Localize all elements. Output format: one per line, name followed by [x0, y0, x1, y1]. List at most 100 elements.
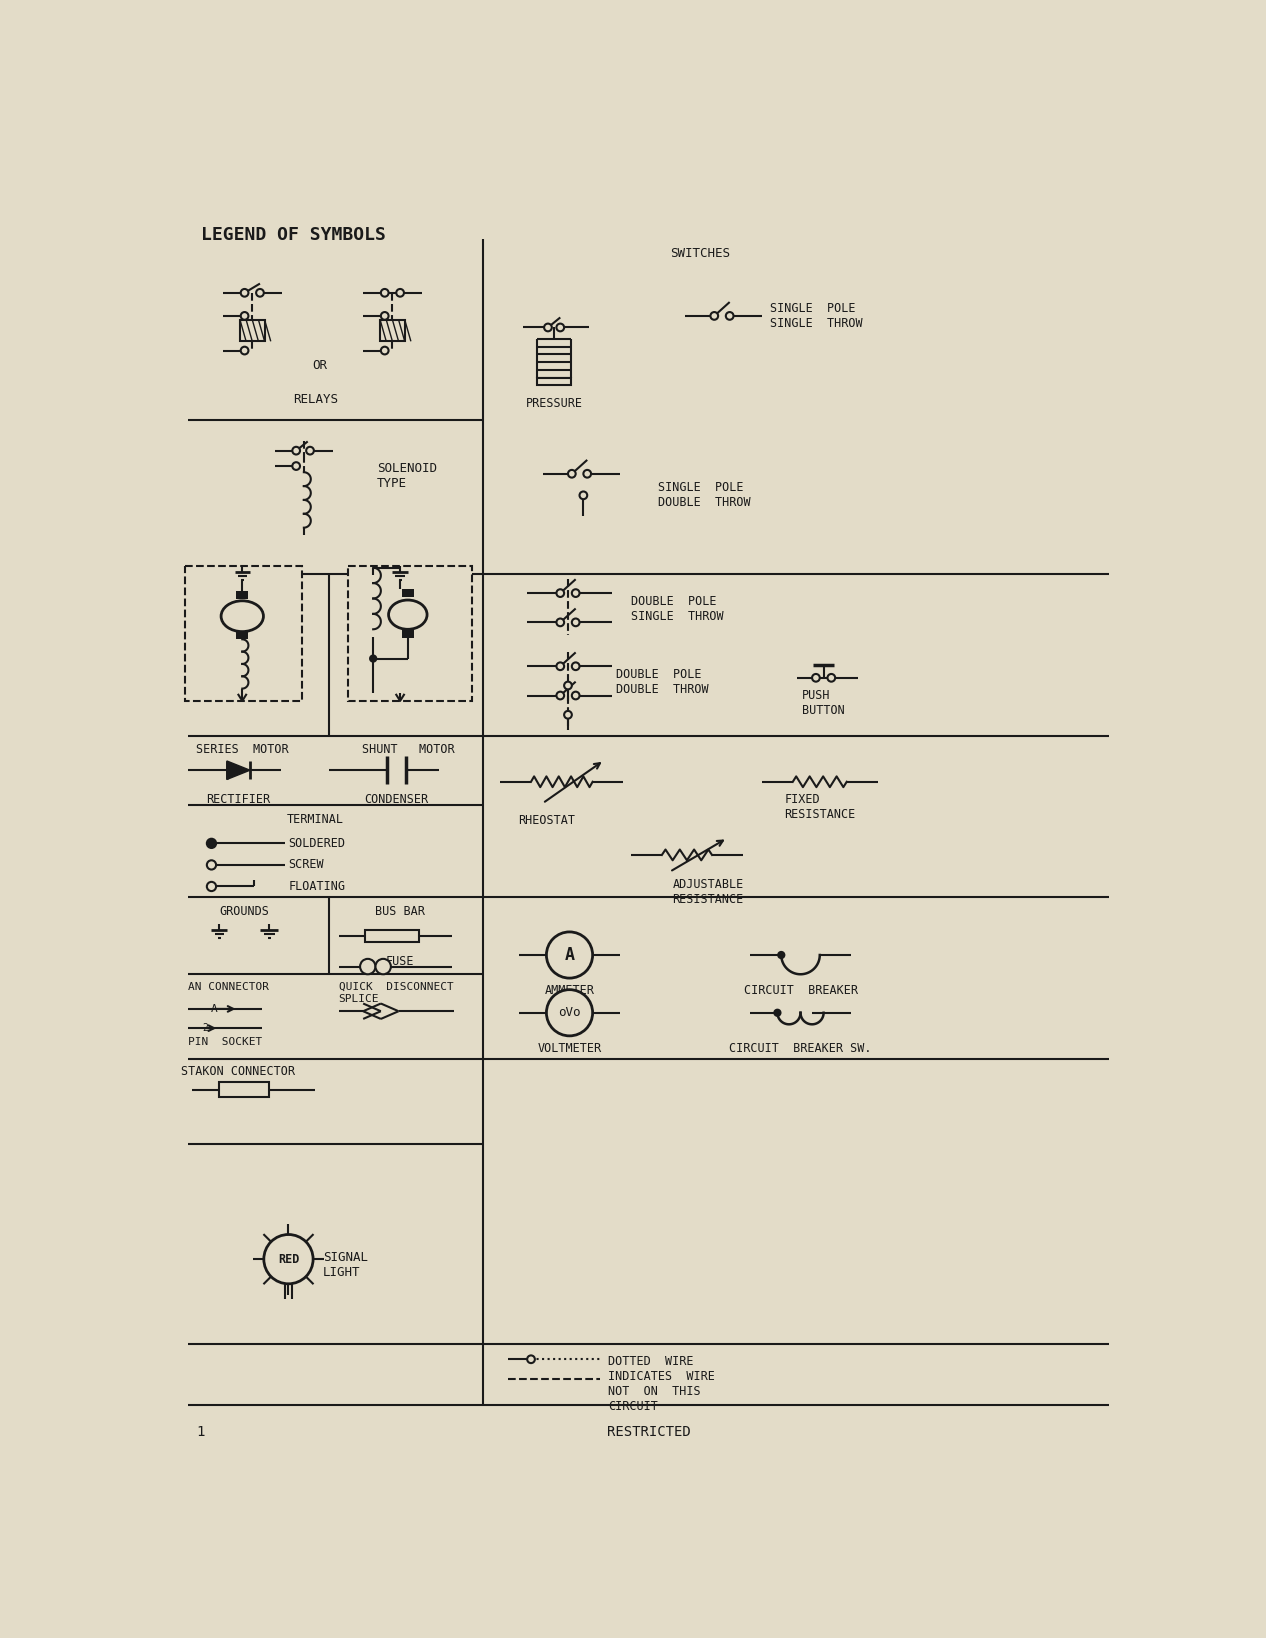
Text: DOUBLE  POLE
DOUBLE  THROW: DOUBLE POLE DOUBLE THROW — [615, 668, 709, 696]
Circle shape — [580, 491, 587, 500]
Circle shape — [710, 313, 718, 319]
Circle shape — [263, 1235, 313, 1284]
Circle shape — [557, 691, 565, 699]
Circle shape — [572, 691, 580, 699]
Circle shape — [725, 313, 733, 319]
Circle shape — [557, 590, 565, 596]
Circle shape — [547, 932, 592, 978]
Bar — [401, 631, 414, 637]
Bar — [241, 319, 265, 341]
Circle shape — [557, 662, 565, 670]
Text: FLOATING: FLOATING — [289, 880, 346, 893]
Circle shape — [381, 288, 389, 296]
Text: SCREW: SCREW — [289, 858, 324, 871]
Text: M: M — [403, 606, 413, 624]
Bar — [401, 590, 414, 596]
Text: SOLDERED: SOLDERED — [289, 837, 346, 850]
Text: oVo: oVo — [558, 1006, 581, 1019]
Circle shape — [370, 655, 376, 662]
Text: RECTIFIER: RECTIFIER — [206, 793, 271, 806]
Text: DOUBLE  POLE
SINGLE  THROW: DOUBLE POLE SINGLE THROW — [632, 595, 724, 622]
Circle shape — [381, 347, 389, 354]
Circle shape — [544, 324, 552, 331]
Text: VOLTMETER: VOLTMETER — [538, 1042, 601, 1055]
Circle shape — [557, 619, 565, 626]
Circle shape — [527, 1355, 534, 1363]
Ellipse shape — [222, 601, 263, 632]
Text: CIRCUIT  BREAKER SW.: CIRCUIT BREAKER SW. — [729, 1042, 872, 1055]
Bar — [348, 567, 472, 701]
Text: BUS BAR: BUS BAR — [375, 904, 425, 917]
Text: AN CONNECTOR: AN CONNECTOR — [189, 981, 270, 993]
Text: ADJUSTABLE
RESISTANCE: ADJUSTABLE RESISTANCE — [672, 878, 743, 906]
Circle shape — [206, 839, 216, 848]
Circle shape — [292, 462, 300, 470]
Circle shape — [775, 1009, 781, 1016]
Bar — [235, 632, 248, 639]
Circle shape — [206, 860, 216, 870]
Circle shape — [241, 347, 248, 354]
Text: SIGNAL
LIGHT: SIGNAL LIGHT — [323, 1251, 368, 1279]
Circle shape — [572, 619, 580, 626]
Circle shape — [568, 470, 576, 478]
Bar — [235, 591, 248, 598]
Circle shape — [547, 989, 592, 1035]
Text: RELAYS: RELAYS — [292, 393, 338, 406]
Circle shape — [812, 673, 820, 681]
Text: OR: OR — [311, 359, 327, 372]
Bar — [185, 567, 301, 701]
Text: SINGLE  POLE
SINGLE  THROW: SINGLE POLE SINGLE THROW — [770, 301, 862, 329]
Circle shape — [241, 313, 248, 319]
Text: SWITCHES: SWITCHES — [671, 247, 730, 259]
Circle shape — [557, 324, 565, 331]
Text: PIN  SOCKET: PIN SOCKET — [189, 1037, 262, 1047]
Text: M: M — [237, 608, 247, 626]
Circle shape — [292, 447, 300, 454]
Circle shape — [779, 952, 785, 958]
Circle shape — [256, 288, 263, 296]
Text: A: A — [210, 1004, 218, 1014]
Text: FIXED
RESISTANCE: FIXED RESISTANCE — [784, 793, 856, 821]
Bar — [219, 1083, 270, 1097]
Circle shape — [206, 881, 216, 891]
Text: FUSE: FUSE — [386, 955, 414, 968]
Text: CONDENSER: CONDENSER — [365, 793, 428, 806]
Text: SERIES  MOTOR: SERIES MOTOR — [196, 744, 289, 757]
Text: A: A — [565, 947, 575, 965]
Circle shape — [306, 447, 314, 454]
Circle shape — [381, 313, 389, 319]
Text: RESTRICTED: RESTRICTED — [606, 1425, 691, 1438]
Text: STAKON CONNECTOR: STAKON CONNECTOR — [181, 1065, 295, 1078]
Bar — [366, 930, 419, 942]
Circle shape — [565, 711, 572, 719]
Circle shape — [376, 958, 391, 975]
Circle shape — [565, 681, 572, 690]
Text: CIRCUIT  BREAKER: CIRCUIT BREAKER — [743, 984, 857, 998]
Text: AMMETER: AMMETER — [544, 984, 595, 998]
Circle shape — [584, 470, 591, 478]
Text: SOLENOID
TYPE: SOLENOID TYPE — [377, 462, 437, 490]
Circle shape — [360, 958, 376, 975]
Bar — [537, 377, 571, 385]
Text: GROUNDS: GROUNDS — [219, 904, 270, 917]
Circle shape — [828, 673, 836, 681]
Circle shape — [241, 288, 248, 296]
Text: PUSH
BUTTON: PUSH BUTTON — [803, 690, 844, 717]
Text: RHEOSTAT: RHEOSTAT — [518, 814, 575, 827]
Text: SINGLE  POLE
DOUBLE  THROW: SINGLE POLE DOUBLE THROW — [658, 482, 751, 509]
Text: LEGEND OF SYMBOLS: LEGEND OF SYMBOLS — [201, 226, 386, 244]
Circle shape — [396, 288, 404, 296]
Text: QUICK  DISCONNECT
SPLICE: QUICK DISCONNECT SPLICE — [338, 981, 453, 1004]
Circle shape — [572, 590, 580, 596]
Polygon shape — [227, 762, 249, 780]
Circle shape — [572, 662, 580, 670]
Text: 2: 2 — [203, 1024, 208, 1034]
Text: RED: RED — [277, 1253, 299, 1266]
Text: TERMINAL: TERMINAL — [287, 812, 344, 826]
Text: PRESSURE: PRESSURE — [525, 396, 582, 410]
Text: DOTTED  WIRE
INDICATES  WIRE
NOT  ON  THIS
CIRCUIT: DOTTED WIRE INDICATES WIRE NOT ON THIS C… — [608, 1355, 715, 1414]
Bar — [380, 319, 405, 341]
Text: SHUNT   MOTOR: SHUNT MOTOR — [362, 744, 454, 757]
Text: 1: 1 — [196, 1425, 204, 1438]
Ellipse shape — [389, 600, 427, 629]
